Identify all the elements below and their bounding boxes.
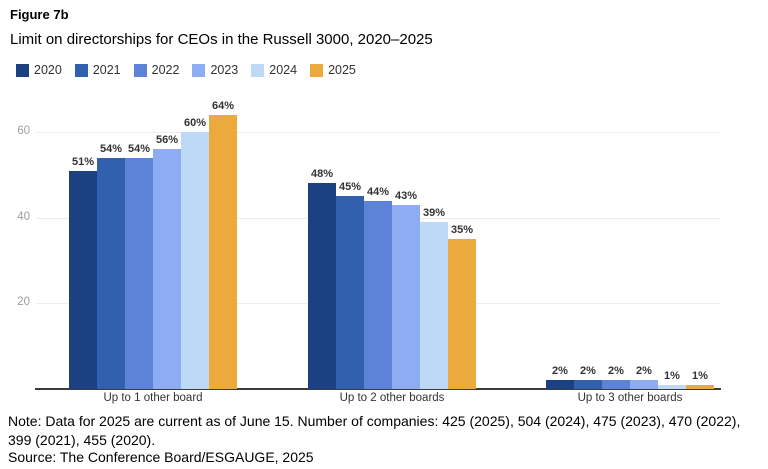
- category-label: Up to 3 other boards: [577, 392, 683, 404]
- legend-label: 2024: [269, 63, 298, 77]
- legend-label: 2021: [92, 63, 121, 77]
- value-label: 48%: [310, 168, 334, 181]
- legend-swatch-icon: [133, 63, 147, 77]
- bar-2020: [546, 380, 574, 389]
- bar-group: 48% 45% 44% 43% 39% 35%: [308, 113, 476, 389]
- bar-slot: 2%: [574, 113, 602, 389]
- value-label: 54%: [99, 142, 123, 155]
- y-tick-label: 20: [17, 296, 30, 309]
- bar-2020: [69, 170, 97, 389]
- y-tick-label: 60: [17, 125, 30, 138]
- bar-slot: 44%: [364, 113, 392, 389]
- chart-title: Limit on directorships for CEOs in the R…: [10, 31, 433, 48]
- bar-2021: [574, 380, 602, 389]
- bar-slot: 54%: [97, 113, 125, 389]
- bar-2022: [602, 380, 630, 389]
- bar-2025: [448, 239, 476, 389]
- bar-2022: [364, 200, 392, 389]
- legend-item-2023: 2023: [192, 63, 238, 77]
- legend-label: 2022: [151, 63, 180, 77]
- value-label: 2%: [552, 365, 568, 378]
- category-label: Up to 2 other boards: [339, 392, 445, 404]
- value-label: 60%: [183, 117, 207, 130]
- bar-2021: [97, 157, 125, 389]
- value-label: 43%: [394, 189, 418, 202]
- value-label: 54%: [127, 142, 151, 155]
- bar-2024: [181, 132, 209, 389]
- value-label: 44%: [366, 185, 390, 198]
- category-label: Up to 1 other board: [103, 392, 203, 404]
- bar-slot: 64%: [209, 100, 237, 389]
- bar-2023: [392, 204, 420, 389]
- value-label: 64%: [211, 99, 235, 112]
- legend-label: 2020: [34, 63, 62, 77]
- value-label: 1%: [692, 369, 708, 382]
- bar-2023: [630, 380, 658, 389]
- bar-group: 51% 54% 54% 56% 60% 64%: [69, 100, 237, 389]
- bar-slot: 60%: [181, 113, 209, 389]
- bar-slot: 1%: [686, 113, 714, 389]
- note-text: Note: Data for 2025 are current as of Ju…: [8, 413, 741, 448]
- bar-2023: [153, 149, 181, 389]
- legend-swatch-icon: [251, 63, 265, 77]
- value-label: 45%: [338, 181, 362, 194]
- bar-2020: [308, 183, 336, 389]
- legend-item-2020: 2020: [16, 63, 62, 77]
- bar-slot: 43%: [392, 113, 420, 389]
- value-label: 1%: [664, 369, 680, 382]
- legend-item-2024: 2024: [251, 63, 297, 77]
- bar-2025: [209, 114, 237, 389]
- bar-slot: 45%: [336, 113, 364, 389]
- bar-group: 2% 2% 2% 2% 1% 1%: [546, 113, 714, 389]
- legend-label: 2023: [210, 63, 239, 77]
- bar-slot: 51%: [69, 113, 97, 389]
- value-label: 2%: [636, 365, 652, 378]
- value-label: 39%: [422, 206, 446, 219]
- figure-label: Figure 7b: [10, 7, 69, 22]
- bar-2024: [420, 221, 448, 389]
- bar-slot: 56%: [153, 113, 181, 389]
- source-text: Source: The Conference Board/ESGAUGE, 20…: [8, 449, 314, 465]
- chart-legend: 2020 2021 2022 2023 2024 2025: [16, 63, 356, 77]
- bar-slot: 2%: [630, 113, 658, 389]
- bar-slot: 2%: [546, 113, 574, 389]
- value-label: 2%: [608, 365, 624, 378]
- x-axis-baseline: [35, 388, 721, 390]
- bar-2025: [686, 384, 714, 389]
- bar-slot: 2%: [602, 113, 630, 389]
- value-label: 2%: [580, 365, 596, 378]
- legend-label: 2025: [328, 63, 356, 77]
- bar-slot: 54%: [125, 113, 153, 389]
- legend-swatch-icon: [310, 63, 324, 77]
- value-label: 56%: [155, 134, 179, 147]
- legend-swatch-icon: [192, 63, 206, 77]
- bar-slot: 48%: [308, 113, 336, 389]
- gridline: [36, 132, 720, 134]
- legend-item-2025: 2025: [310, 63, 356, 77]
- bar-slot: 35%: [448, 113, 476, 389]
- bar-2021: [336, 196, 364, 389]
- value-label: 51%: [71, 155, 95, 168]
- value-label: 35%: [450, 224, 474, 237]
- y-tick-label: 40: [17, 210, 30, 223]
- legend-item-2021: 2021: [74, 63, 121, 77]
- bar-slot: 39%: [420, 113, 448, 389]
- legend-item-2022: 2022: [133, 63, 180, 77]
- bar-slot: 1%: [658, 113, 686, 389]
- legend-swatch-icon: [74, 63, 88, 77]
- bar-2024: [658, 384, 686, 389]
- grouped-bar-chart: 20 40 60 51% 54% 54% 56% 60% 64% 48% 45% 44% 43% 39%…: [0, 95, 768, 407]
- legend-swatch-icon: [16, 63, 29, 77]
- bar-2022: [125, 157, 153, 389]
